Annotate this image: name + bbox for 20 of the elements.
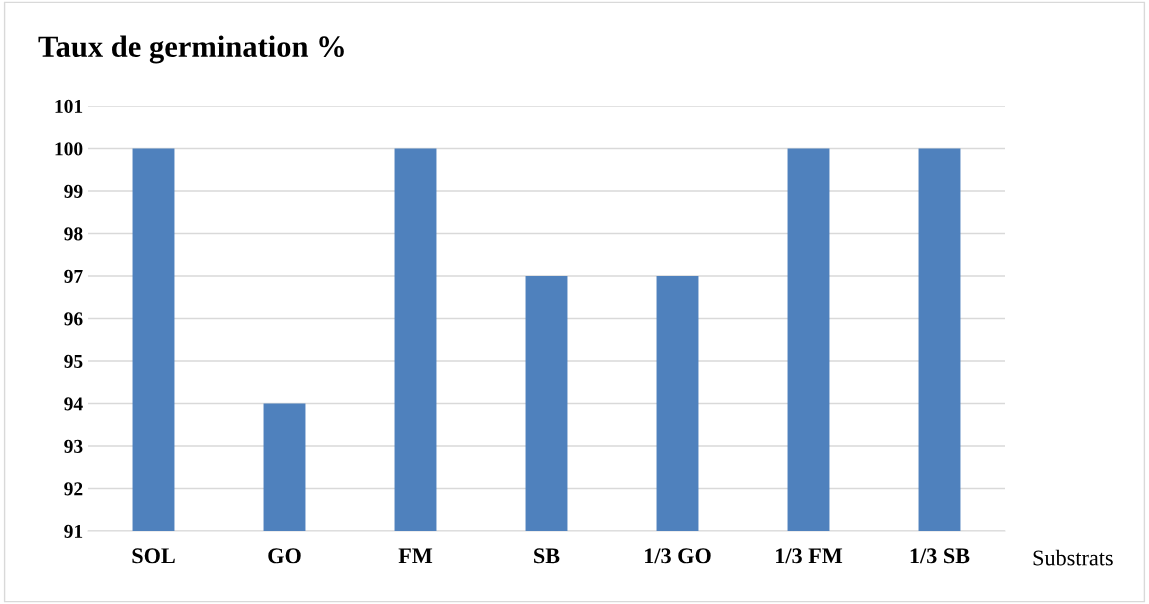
x-tick-label: 1/3 SB — [910, 548, 970, 564]
x-tick-label: 1/3 FM — [776, 548, 843, 564]
y-tick-label: 96 — [64, 312, 83, 326]
x-tick-label: GO — [268, 548, 301, 564]
y-tick-label: 98 — [64, 227, 83, 241]
y-tick-label: 94 — [64, 397, 83, 411]
x-tick-label: SOL — [132, 548, 175, 564]
y-tick-label: 101 — [55, 99, 83, 113]
y-tick-label: 99 — [64, 184, 83, 198]
x-tick-label: FM — [398, 548, 433, 564]
y-tick-label: 91 — [64, 524, 83, 538]
x-axis-title: Substrats — [1033, 549, 1113, 566]
chart-title: Taux de germination % — [38, 35, 344, 64]
y-tick-label: 97 — [64, 269, 83, 283]
y-tick-label: 100 — [55, 142, 83, 156]
y-tick-label: 93 — [64, 439, 83, 453]
x-tick-label: SB — [534, 548, 560, 564]
x-tick-label: 1/3 GO — [645, 548, 711, 564]
y-tick-label: 92 — [64, 482, 83, 496]
y-tick-label: 95 — [64, 354, 83, 368]
